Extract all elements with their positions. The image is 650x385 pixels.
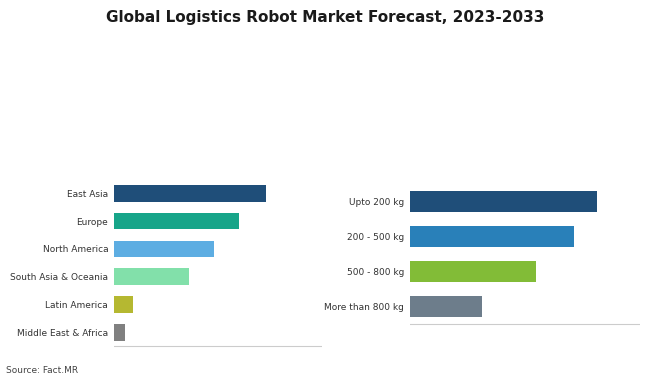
Text: 32.1%
Automated Guided Vehicles
Market Value
Share, 2023: 32.1% Automated Guided Vehicles Market V… (502, 71, 634, 117)
Text: Fact: Fact (530, 360, 562, 374)
Bar (114, 241, 214, 257)
Text: US$ 7,115.6 Million
Global Addressable
Market Value, 2023: US$ 7,115.6 Million Global Addressable M… (200, 77, 292, 111)
Bar (410, 226, 574, 248)
Text: 12.3%
Global Market Value CAGR
(2023 – 2033): 12.3% Global Market Value CAGR (2023 – 2… (22, 77, 147, 111)
Bar (114, 268, 188, 285)
Bar (114, 296, 133, 313)
Text: Source: Fact.MR: Source: Fact.MR (6, 367, 79, 375)
Text: Market Split by Payload, 2023: Market Split by Payload, 2023 (399, 151, 577, 161)
Bar (114, 185, 266, 202)
Bar (410, 261, 536, 283)
Bar (114, 324, 125, 341)
Text: Market Split by Region, 2023: Market Split by Region, 2023 (79, 151, 251, 161)
Text: .MR: .MR (580, 360, 610, 374)
Bar (114, 213, 239, 229)
Bar (410, 296, 482, 318)
Bar (410, 191, 597, 213)
Text: 8.9%
Historical Market Value
CAGR (2018 – 2022): 8.9% Historical Market Value CAGR (2018 … (352, 77, 462, 111)
Text: Global Logistics Robot Market Forecast, 2023-2033: Global Logistics Robot Market Forecast, … (106, 10, 544, 25)
